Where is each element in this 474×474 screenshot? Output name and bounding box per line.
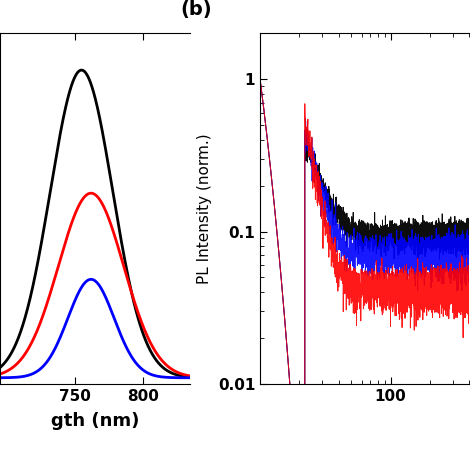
Y-axis label: PL Intensity (norm.): PL Intensity (norm.)	[197, 133, 212, 284]
Text: (b): (b)	[181, 0, 212, 19]
X-axis label: gth (nm): gth (nm)	[51, 412, 139, 430]
